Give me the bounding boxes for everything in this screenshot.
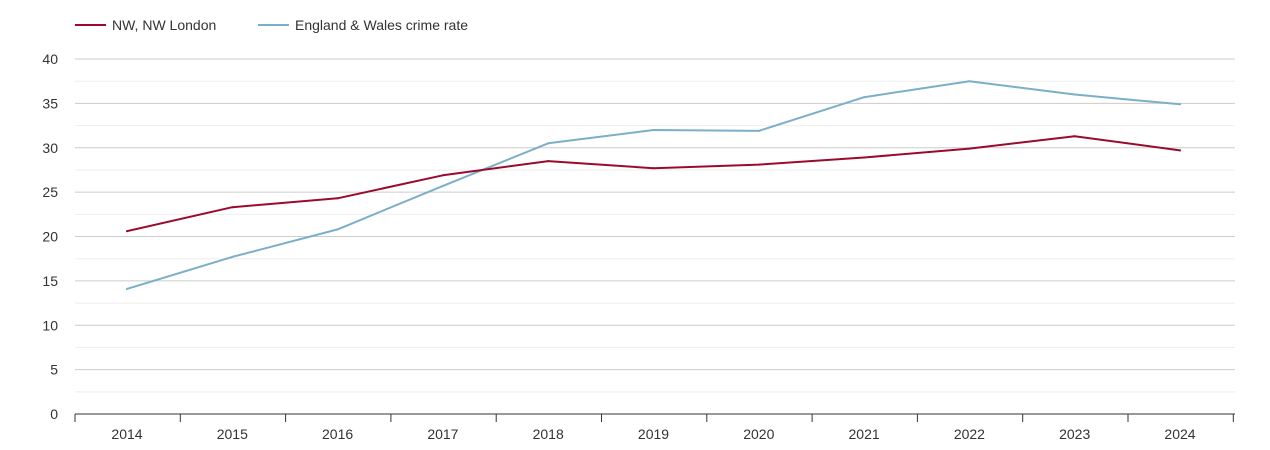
y-tick-label: 25 (42, 184, 58, 200)
x-tick-label: 2016 (322, 426, 353, 442)
data-point (1073, 93, 1076, 96)
legend-label-nw-london: NW, NW London (112, 17, 216, 33)
y-tick-label: 30 (42, 140, 58, 156)
y-tick-label: 5 (50, 362, 58, 378)
y-tick-label: 15 (42, 273, 58, 289)
series-line-nw-london (126, 135, 1181, 233)
x-tick-label: 2021 (849, 426, 880, 442)
data-point (1179, 103, 1181, 106)
data-point (231, 206, 234, 209)
y-tick-label: 10 (42, 317, 58, 333)
data-point (757, 163, 760, 166)
x-tick-label: 2018 (533, 426, 564, 442)
data-point (968, 147, 971, 150)
data-point (231, 255, 234, 258)
data-point (1073, 135, 1076, 138)
x-tick-label: 2017 (427, 426, 458, 442)
x-tick-label: 2024 (1164, 426, 1195, 442)
series-lines (126, 80, 1181, 290)
legend-item-nw-london[interactable]: NW, NW London (75, 17, 216, 33)
x-tick-label: 2022 (954, 426, 985, 442)
x-tick-label: 2023 (1059, 426, 1090, 442)
data-point (968, 80, 971, 83)
data-point (652, 129, 655, 131)
data-point (126, 230, 128, 233)
y-tick-label: 40 (42, 51, 58, 67)
data-point (863, 156, 866, 159)
x-tick-label: 2020 (743, 426, 774, 442)
x-axis: 2014 2015 2016 2017 2018 2019 2020 2021 2022 2023… (74, 413, 1235, 442)
data-point (863, 96, 866, 99)
data-point (1179, 149, 1181, 152)
data-point (126, 287, 128, 290)
legend: NW, NW London England & Wales crime rate (75, 17, 468, 33)
y-axis: 0 5 10 15 20 25 30 35 40 (42, 51, 58, 422)
legend-item-england-wales[interactable]: England & Wales crime rate (258, 17, 468, 33)
data-point (336, 197, 339, 200)
x-tick-label: 2015 (217, 426, 248, 442)
data-point (757, 129, 760, 132)
gridlines (75, 58, 1235, 393)
series-line-england-wales (126, 80, 1181, 290)
data-point (441, 174, 444, 177)
y-tick-label: 20 (42, 229, 58, 245)
legend-label-england-wales: England & Wales crime rate (295, 17, 468, 33)
data-point (547, 160, 550, 163)
x-tick-label: 2014 (111, 426, 142, 442)
data-point (547, 142, 550, 145)
y-tick-label: 35 (42, 95, 58, 111)
data-point (336, 228, 339, 231)
data-point (441, 184, 444, 187)
data-point (652, 167, 655, 170)
y-tick-label: 0 (50, 406, 58, 422)
x-tick-label: 2019 (638, 426, 669, 442)
